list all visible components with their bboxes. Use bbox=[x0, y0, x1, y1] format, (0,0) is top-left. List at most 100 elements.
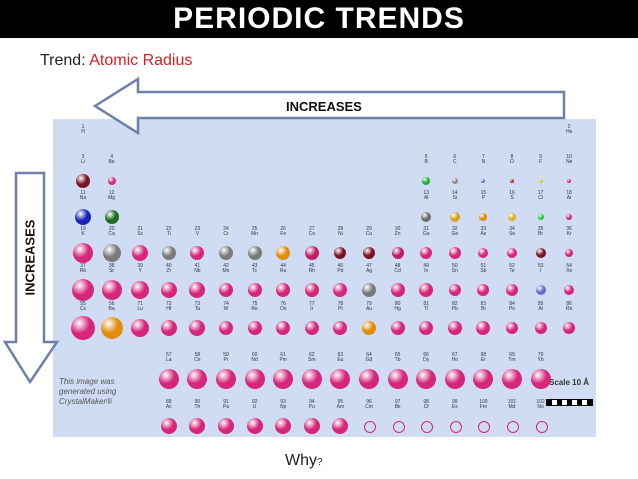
element-th-label: 90 Th bbox=[194, 399, 201, 410]
element-sr-label: 38 Sr bbox=[108, 263, 115, 274]
element-ti-label: 22 Ti bbox=[166, 226, 172, 237]
element-n-sphere bbox=[481, 179, 486, 183]
element-cu-label: 29 Cu bbox=[365, 226, 373, 237]
image-credit: This image was generated using CrystalMa… bbox=[59, 377, 117, 406]
element-ag-sphere bbox=[362, 283, 376, 297]
element-pm-sphere bbox=[273, 369, 294, 389]
element-co-sphere bbox=[304, 246, 319, 260]
element-ni-label: 28 Ni bbox=[337, 226, 344, 237]
element-c-sphere bbox=[451, 178, 458, 184]
element-s-label: 16 S bbox=[509, 190, 515, 201]
trend-label: Trend: bbox=[40, 52, 90, 69]
element-ag-label: 47 Ag bbox=[365, 263, 373, 274]
element-cs-sphere bbox=[71, 316, 95, 340]
element-al-sphere bbox=[421, 212, 432, 222]
element-pt-sphere bbox=[333, 321, 348, 335]
question-word: Why bbox=[285, 452, 317, 469]
element-mn-sphere bbox=[247, 246, 262, 260]
element-nb-sphere bbox=[189, 282, 206, 298]
element-mg-label: 12 Mg bbox=[108, 190, 116, 201]
element-lu-label: 71 Lu bbox=[137, 301, 143, 312]
element-ar-label: 18 Ar bbox=[566, 190, 572, 201]
element-hf-label: 72 Hf bbox=[166, 301, 172, 312]
element-zn-label: 30 Zn bbox=[394, 226, 401, 237]
element-al-label: 13 Al bbox=[423, 190, 429, 201]
element-cm-sphere bbox=[364, 421, 376, 433]
element-fe-sphere bbox=[276, 246, 291, 260]
element-i-sphere bbox=[535, 285, 546, 295]
element-y-label: 39 Y bbox=[137, 263, 143, 274]
trend-line: Trend: Atomic Radius bbox=[40, 52, 192, 70]
element-sm-label: 62 Sm bbox=[308, 352, 316, 363]
element-i-label: 53 I bbox=[537, 263, 544, 274]
element-ba-label: 56 Ba bbox=[108, 301, 115, 312]
horizontal-increases-label: INCREASES bbox=[286, 99, 362, 114]
element-rn-label: 86 Rn bbox=[565, 301, 573, 312]
question-mark: ? bbox=[317, 457, 323, 468]
element-pb-label: 82 Pb bbox=[451, 301, 458, 312]
element-la-sphere bbox=[158, 369, 179, 389]
element-tm-sphere bbox=[502, 369, 522, 389]
element-zn-sphere bbox=[391, 247, 404, 259]
element-in-label: 49 In bbox=[423, 263, 429, 274]
element-as-sphere bbox=[478, 248, 489, 258]
element-ru-sphere bbox=[276, 283, 291, 297]
element-br-label: 35 Br bbox=[537, 226, 544, 237]
element-y-sphere bbox=[131, 281, 150, 299]
element-ne-label: 10 Ne bbox=[565, 154, 573, 165]
element-sn-sphere bbox=[448, 284, 461, 296]
element-cd-sphere bbox=[390, 283, 405, 297]
element-k-sphere bbox=[73, 243, 93, 263]
element-au-sphere bbox=[362, 321, 376, 335]
element-ce-label: 58 Ce bbox=[194, 352, 201, 363]
element-ge-label: 32 Ge bbox=[451, 226, 459, 237]
element-hg-sphere bbox=[390, 321, 405, 335]
element-rn-sphere bbox=[563, 322, 576, 334]
left-arrow-icon bbox=[92, 76, 566, 136]
element-ca-sphere bbox=[102, 244, 121, 262]
element-po-label: 84 Po bbox=[508, 301, 516, 312]
element-md-label: 101 Md bbox=[507, 399, 517, 410]
vertical-increases-label: INCREASES bbox=[22, 219, 38, 296]
element-mg-sphere bbox=[104, 210, 119, 224]
element-u-sphere bbox=[246, 418, 263, 434]
element-pb-sphere bbox=[447, 321, 462, 335]
element-am-label: 95 Am bbox=[336, 399, 345, 410]
element-ga-sphere bbox=[420, 247, 433, 259]
element-xe-label: 54 Xe bbox=[566, 263, 573, 274]
element-er-sphere bbox=[473, 369, 494, 389]
page-title: PERIODIC TRENDS bbox=[173, 2, 465, 35]
element-b-sphere bbox=[422, 177, 431, 185]
element-ir-sphere bbox=[304, 321, 319, 335]
element-sc-label: 21 Sc bbox=[137, 226, 144, 237]
element-tc-label: 43 Tc bbox=[251, 263, 258, 274]
down-arrow-icon bbox=[2, 171, 60, 385]
element-sb-label: 51 Sb bbox=[480, 263, 487, 274]
element-si-sphere bbox=[449, 212, 460, 222]
element-f-sphere bbox=[538, 179, 543, 183]
periodic-table-image: This image was generated using CrystalMa… bbox=[53, 119, 596, 437]
element-er-label: 68 Er bbox=[480, 352, 487, 363]
element-gd-sphere bbox=[359, 369, 379, 389]
element-zr-sphere bbox=[160, 282, 177, 298]
element-cu-sphere bbox=[363, 247, 375, 259]
element-hf-sphere bbox=[160, 320, 177, 336]
element-tm-label: 69 Tm bbox=[508, 352, 516, 363]
element-tb-label: 65 Tb bbox=[394, 352, 401, 363]
title-bar bbox=[0, 0, 638, 38]
element-es-sphere bbox=[449, 421, 462, 433]
element-np-label: 93 Np bbox=[279, 399, 287, 410]
element-pr-label: 59 Pr bbox=[223, 352, 229, 363]
element-ir-label: 77 Ir bbox=[309, 301, 315, 312]
element-lu-sphere bbox=[131, 319, 150, 337]
element-p-sphere bbox=[479, 213, 488, 221]
element-rb-sphere bbox=[72, 279, 94, 301]
element-ar-sphere bbox=[566, 214, 573, 220]
element-ne-sphere bbox=[567, 179, 572, 183]
element-sb-sphere bbox=[477, 284, 490, 296]
element-o-sphere bbox=[510, 179, 514, 183]
element-fm-label: 100 Fm bbox=[479, 399, 488, 410]
element-no-label: 102 No bbox=[536, 399, 545, 410]
